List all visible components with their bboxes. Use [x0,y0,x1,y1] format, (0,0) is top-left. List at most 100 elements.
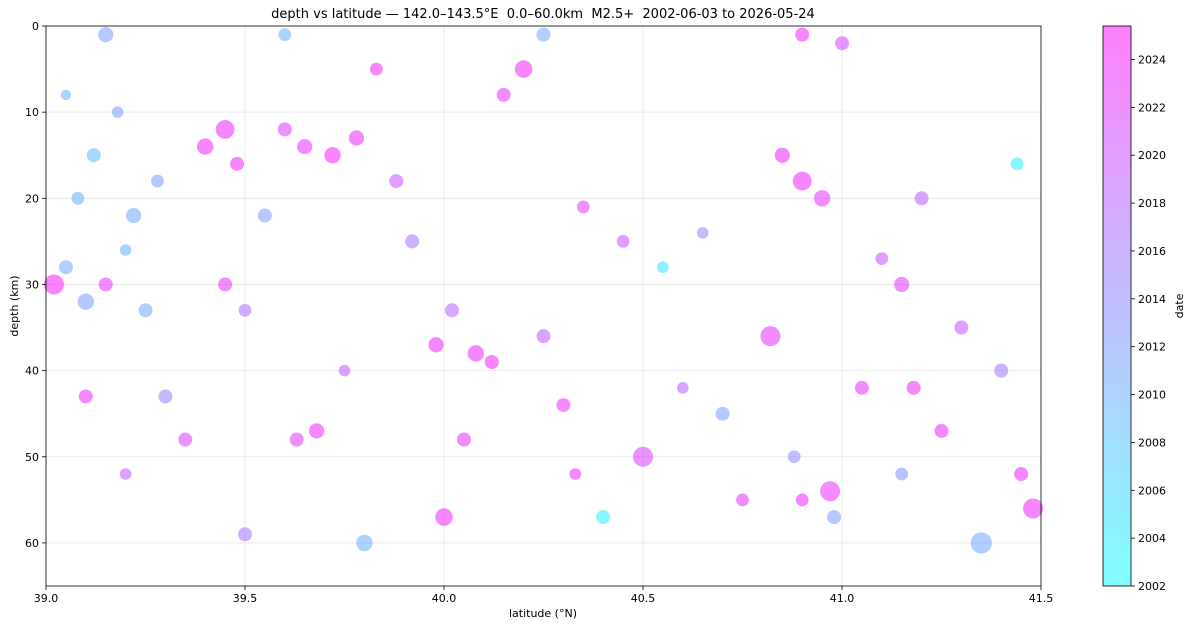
y-tick-label: 20 [25,192,39,205]
quake-point [569,468,582,480]
quake-point [774,147,790,163]
quake-point [536,27,551,42]
colorbar-tick-label: 2002 [1138,580,1166,593]
quake-point [257,208,272,223]
quake-point [369,62,383,76]
y-tick-label: 50 [25,451,39,464]
x-axis-label: latitude (°N) [509,607,577,620]
x-tick-label: 40.0 [432,592,457,605]
quake-point [435,508,453,526]
quake-point [895,467,909,481]
quake-point [178,432,193,447]
quake-point [854,380,869,395]
y-tick-label: 40 [25,365,39,378]
quake-point [795,493,809,507]
quake-point [77,293,95,310]
colorbar-tick-label: 2010 [1138,389,1166,402]
x-tick-label: 39.5 [233,592,258,605]
quake-point [324,147,341,164]
quake-point [596,510,611,525]
quake-point [356,534,373,552]
y-tick-label: 60 [25,537,39,550]
quake-point [970,532,992,554]
quake-point [277,122,292,137]
colorbar-tick-label: 2012 [1138,341,1166,354]
quake-point [556,398,571,413]
quake-point [71,191,85,205]
quake-point [760,326,781,347]
quake-point [297,139,313,155]
quake-point [787,450,801,464]
quake-point [444,303,459,318]
colorbar-label: date [1173,293,1186,318]
quake-point [657,261,669,274]
quake-point [309,423,325,439]
colorbar-tick-label: 2020 [1138,149,1166,162]
quake-point [616,234,630,248]
quake-point [119,468,132,480]
quake-point [514,60,533,78]
quake-point [218,277,233,292]
y-tick-label: 10 [25,106,39,119]
plot-frame [45,25,1042,587]
colorbar-tick-label: 2022 [1138,101,1166,114]
quake-point [835,36,849,51]
quake-point [405,234,420,249]
quake-point [934,423,949,438]
quake-point [238,303,252,317]
quake-point [158,389,173,404]
quake-point [827,510,842,525]
quake-point [795,27,810,42]
y-tick-label: 30 [25,278,39,291]
quake-point [1014,467,1029,481]
quake-point [348,130,365,146]
x-tick-label: 41.5 [1029,592,1054,605]
quake-point [111,106,124,118]
quake-point [238,527,252,542]
quake-point [278,28,292,42]
quake-point [792,171,812,191]
quake-point [215,119,235,139]
quake-point [197,138,214,155]
x-tick-label: 40.5 [631,592,656,605]
quake-point [536,329,551,344]
colorbar-tick-label: 2006 [1138,484,1166,497]
quake-point [894,276,910,293]
quake-point [813,190,831,207]
chart-title: depth vs latitude — 142.0–143.5°E 0.0–60… [271,7,815,22]
quake-point [98,277,113,292]
quake-point [736,493,749,507]
quake-point [119,244,132,256]
quake-point [820,481,841,502]
quake-point [467,345,485,362]
colorbar-tick-label: 2008 [1138,436,1166,449]
quake-point [389,174,404,189]
quake-point [875,252,889,266]
quake-point [715,406,730,421]
quake-point [151,174,164,188]
x-tick-label: 39.0 [34,592,59,605]
quake-point [98,27,114,43]
quake-point [484,355,499,369]
quake-point [456,432,471,447]
quake-point [677,382,689,394]
quake-point [338,364,351,377]
quake-point [633,446,653,467]
quake-point [914,191,929,206]
grid [45,25,1042,586]
quake-point [906,380,921,395]
quake-point [78,389,93,404]
y-axis-label: depth (km) [8,275,21,336]
colorbar-tick-label: 2016 [1138,245,1166,258]
quake-point [230,156,245,171]
quake-point [428,337,444,353]
quake-point [1023,498,1044,519]
x-tick-label: 41.0 [830,592,855,605]
quake-point [86,148,101,163]
quake-point [696,226,709,239]
quake-point [954,320,969,335]
quake-point [125,207,142,224]
colorbar-tick-label: 2004 [1138,532,1166,545]
